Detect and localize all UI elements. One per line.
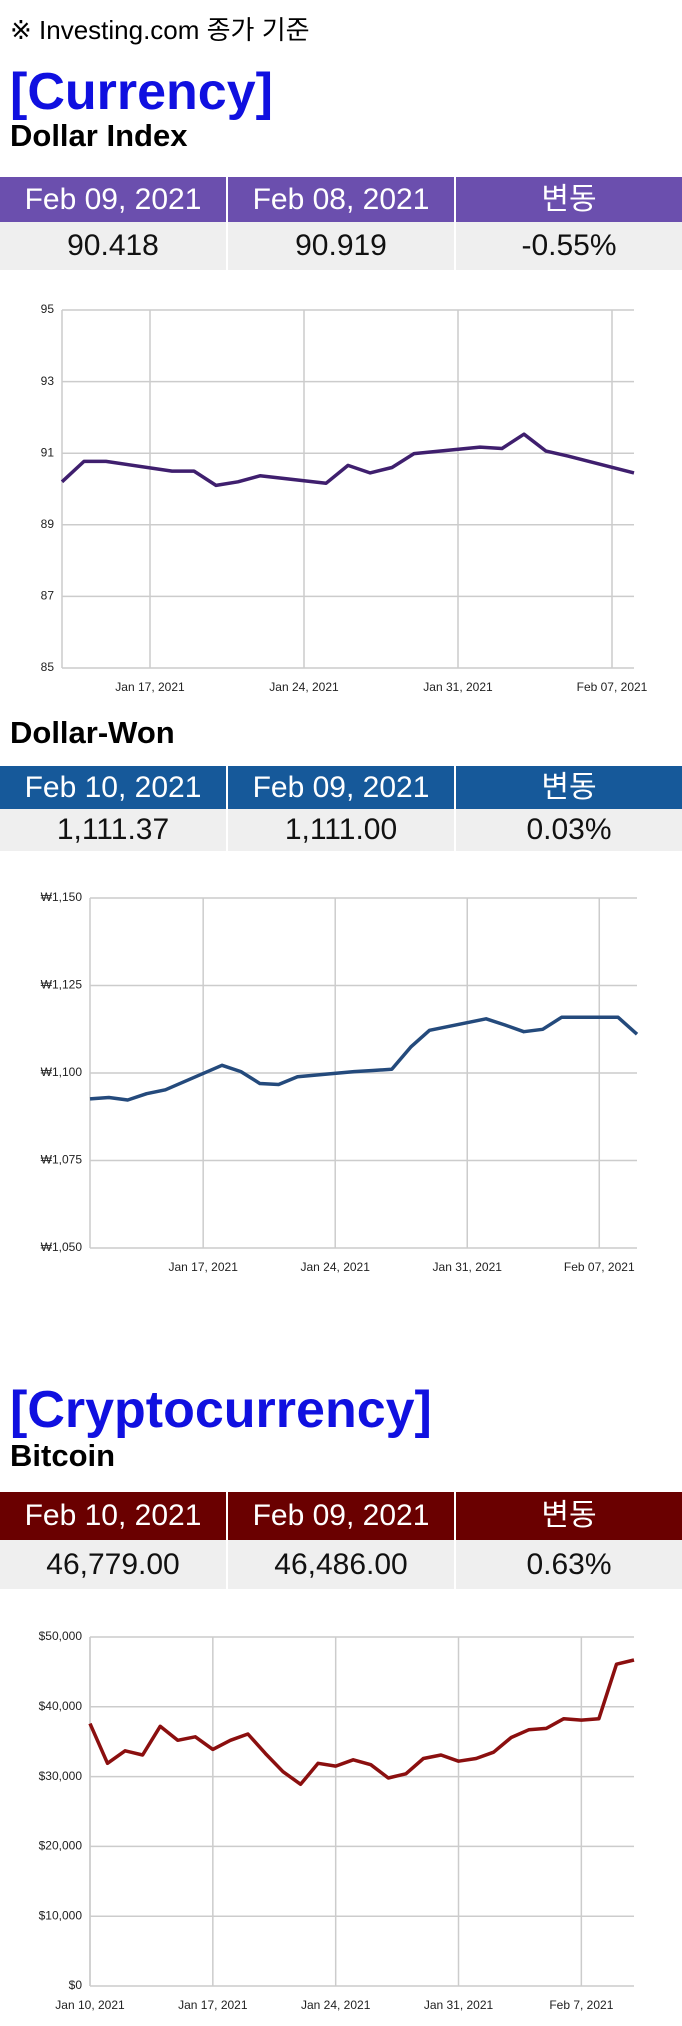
x-tick-label: Jan 10, 2021 (55, 1998, 125, 2012)
y-tick-label: 91 (41, 445, 55, 459)
x-tick-label: Jan 31, 2021 (423, 680, 493, 694)
value-cell: 90.418 (0, 222, 228, 270)
y-tick-label: $50,000 (39, 1629, 83, 1643)
y-tick-label: 95 (41, 302, 55, 316)
x-tick-label: Jan 17, 2021 (168, 1260, 238, 1274)
x-tick-label: Jan 31, 2021 (424, 1998, 494, 2012)
x-tick-label: Jan 24, 2021 (301, 1998, 371, 2012)
value-cell: 90.919 (228, 222, 456, 270)
x-tick-label: Jan 24, 2021 (269, 680, 339, 694)
value-cell: 0.03% (456, 809, 682, 851)
value-cell: 46,779.00 (0, 1540, 228, 1589)
data-line (89, 1015, 639, 1102)
x-tick-label: Feb 07, 2021 (577, 680, 648, 694)
data-line (88, 1658, 635, 1787)
y-tick-label: $0 (69, 1978, 83, 1992)
y-tick-label: ₩1,100 (41, 1065, 83, 1079)
header-cell: Feb 09, 2021 (0, 177, 228, 222)
value-cell: 1,111.37 (0, 809, 228, 851)
table-row: 90.418 90.919 -0.55% (0, 222, 682, 270)
table-header: Feb 10, 2021 Feb 09, 2021 변동 (0, 766, 682, 809)
value-cell: -0.55% (456, 222, 682, 270)
y-tick-label: 87 (41, 589, 55, 603)
header-cell: 변동 (456, 766, 682, 809)
y-tick-label: 85 (41, 660, 55, 674)
header-cell: 변동 (456, 177, 682, 222)
value-cell: 1,111.00 (228, 809, 456, 851)
y-tick-label: $40,000 (39, 1699, 83, 1713)
data-line (60, 432, 635, 488)
item-name: Dollar Index (10, 118, 188, 153)
header-cell: Feb 09, 2021 (228, 1492, 456, 1540)
y-tick-label: ₩1,125 (41, 978, 83, 992)
y-tick-label: 89 (41, 517, 55, 531)
x-tick-label: Jan 31, 2021 (433, 1260, 503, 1274)
value-cell: 46,486.00 (228, 1540, 456, 1589)
section-title: [Cryptocurrency] (10, 1381, 432, 1439)
x-tick-label: Jan 17, 2021 (178, 1998, 248, 2012)
y-tick-label: ₩1,075 (41, 1153, 83, 1167)
header-cell: 변동 (456, 1492, 682, 1540)
y-tick-label: $20,000 (39, 1839, 83, 1853)
x-tick-label: Feb 7, 2021 (549, 1998, 613, 2012)
header-cell: Feb 10, 2021 (0, 766, 228, 809)
y-tick-label: ₩1,050 (41, 1240, 83, 1254)
y-tick-label: $10,000 (39, 1908, 83, 1922)
source-note: ※ Investing.com 종가 기준 (10, 15, 310, 45)
table-header: Feb 10, 2021 Feb 09, 2021 변동 (0, 1492, 682, 1540)
y-tick-label: 93 (41, 374, 55, 388)
x-tick-label: Jan 17, 2021 (115, 680, 185, 694)
x-tick-label: Feb 07, 2021 (564, 1260, 635, 1274)
header-cell: Feb 09, 2021 (228, 766, 456, 809)
x-tick-label: Jan 24, 2021 (301, 1260, 371, 1274)
header-cell: Feb 10, 2021 (0, 1492, 228, 1540)
section-title: [Currency] (10, 63, 273, 121)
value-cell: 0.63% (456, 1540, 682, 1589)
table-row: 1,111.37 1,111.00 0.03% (0, 809, 682, 851)
table-row: 46,779.00 46,486.00 0.63% (0, 1540, 682, 1589)
item-name: Dollar-Won (10, 715, 175, 750)
y-tick-label: ₩1,150 (41, 890, 83, 904)
y-tick-label: $30,000 (39, 1769, 83, 1783)
header-cell: Feb 08, 2021 (228, 177, 456, 222)
item-name: Bitcoin (10, 1438, 116, 1473)
table-header: Feb 09, 2021 Feb 08, 2021 변동 (0, 177, 682, 222)
